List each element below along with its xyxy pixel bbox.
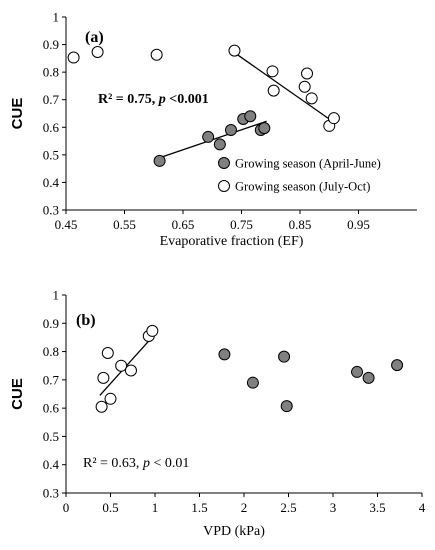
y-tick-label: 0.6 <box>43 120 60 135</box>
data-point-april-june <box>258 122 271 135</box>
data-point-april-june <box>202 130 215 143</box>
panel-label: (a) <box>85 29 104 46</box>
data-point-april-june <box>218 348 231 361</box>
legend-label: Growing season (April-June) <box>235 157 381 171</box>
data-point-july-oct <box>115 359 128 372</box>
data-point-july-oct <box>298 80 311 93</box>
data-point-april-june <box>153 154 166 167</box>
data-point-july-oct <box>124 364 137 377</box>
y-tick-label: 0.7 <box>43 372 60 387</box>
x-tick-label: 4 <box>419 500 426 515</box>
y-tick-label: 0.4 <box>43 175 60 190</box>
y-tick-label: 1 <box>53 10 60 25</box>
regression-annotation: R² = 0.63, p < 0.01 <box>83 456 189 471</box>
data-point-july-oct <box>91 46 104 59</box>
panel-label: (b) <box>76 312 96 329</box>
y-tick-label: 0.8 <box>43 344 59 359</box>
data-point-july-oct <box>301 67 314 80</box>
legend-marker <box>218 157 230 169</box>
data-point-july-oct <box>146 324 159 337</box>
data-point-july-oct <box>97 371 110 384</box>
y-tick-label: 0.6 <box>43 401 60 416</box>
y-tick-label: 0.5 <box>43 429 59 444</box>
x-tick-label: 2 <box>241 500 248 515</box>
data-point-july-oct <box>267 84 280 97</box>
y-axis-title: CUE <box>9 98 26 130</box>
x-tick-label: 1.5 <box>191 500 207 515</box>
data-point-april-june <box>280 400 293 413</box>
data-point-april-june <box>351 365 364 378</box>
y-axis-title: CUE <box>9 378 26 410</box>
y-tick-label: 0.8 <box>43 65 59 80</box>
x-axis-title: VPD (kPa) <box>203 524 265 539</box>
x-tick-label: 3 <box>330 500 337 515</box>
data-point-july-oct <box>327 112 340 125</box>
x-tick-label: 0.55 <box>113 217 136 232</box>
trendline <box>232 50 336 124</box>
data-point-april-june <box>244 110 257 123</box>
data-point-july-oct <box>150 48 163 61</box>
y-tick-label: 0.5 <box>43 147 59 162</box>
y-tick-label: 0.9 <box>43 37 59 52</box>
legend-marker <box>218 180 230 192</box>
x-tick-label: 0.65 <box>172 217 195 232</box>
x-axis-title: Evaporative fraction (EF) <box>160 234 304 249</box>
y-tick-label: 0.3 <box>43 486 59 501</box>
data-point-july-oct <box>228 44 241 57</box>
data-point-july-oct <box>266 65 279 78</box>
data-point-april-june <box>391 359 404 372</box>
y-tick-label: 0.3 <box>43 203 59 218</box>
y-tick-label: 0.9 <box>43 316 59 331</box>
x-tick-label: 3.5 <box>369 500 385 515</box>
y-tick-label: 0.7 <box>43 92 60 107</box>
data-point-july-oct <box>95 400 108 413</box>
data-point-july-oct <box>305 92 318 105</box>
legend-label: Growing season (July-Oct) <box>235 180 370 194</box>
y-tick-label: 1 <box>53 288 60 303</box>
x-tick-label: 0.95 <box>347 217 370 232</box>
regression-annotation: R² = 0.75, p <0.001 <box>98 92 209 107</box>
data-point-july-oct <box>104 392 117 405</box>
x-tick-label: 0.45 <box>55 217 78 232</box>
x-tick-label: 0.5 <box>102 500 118 515</box>
data-point-april-june <box>246 376 259 389</box>
data-point-april-june <box>362 371 375 384</box>
x-tick-label: 0 <box>63 500 70 515</box>
data-point-april-june <box>278 350 291 363</box>
x-tick-label: 1 <box>152 500 159 515</box>
data-point-july-oct <box>101 346 114 359</box>
data-point-april-june <box>224 124 237 137</box>
x-tick-label: 2.5 <box>280 500 296 515</box>
x-tick-label: 0.75 <box>230 217 253 232</box>
y-tick-label: 0.4 <box>43 457 60 472</box>
x-tick-label: 0.85 <box>289 217 312 232</box>
data-point-july-oct <box>67 51 80 64</box>
data-point-april-june <box>213 138 226 151</box>
